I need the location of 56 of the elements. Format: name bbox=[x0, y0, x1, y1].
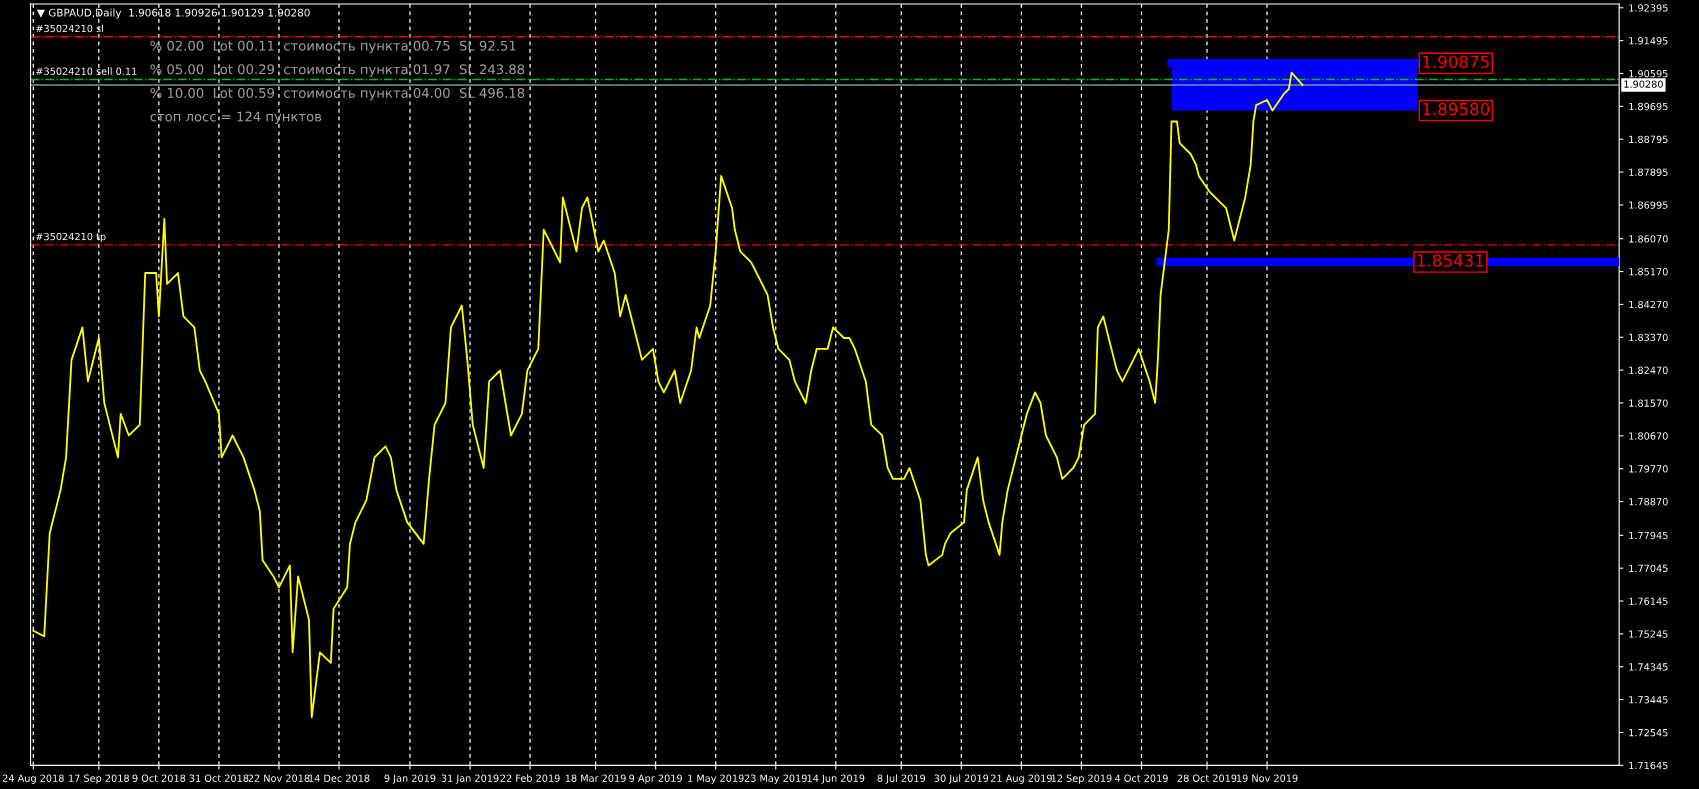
x-tick-label: 4 Oct 2019 bbox=[1115, 774, 1168, 782]
y-tick-label: 1.81570 bbox=[1629, 399, 1668, 407]
x-tick-label: 1 May 2019 bbox=[688, 774, 744, 784]
y-tick-label: 1.92395 bbox=[1629, 4, 1668, 12]
x-tick-label: 18 Mar 2019 bbox=[565, 774, 626, 782]
y-tick-label: 1.72545 bbox=[1629, 728, 1668, 737]
x-tick-label: 31 Oct 2018 bbox=[189, 774, 249, 782]
y-tick-label: 1.88795 bbox=[1629, 135, 1668, 144]
y-tick-label: 1.86070 bbox=[1629, 235, 1668, 243]
x-tick-label: 22 Nov 2018 bbox=[248, 774, 310, 782]
x-tick-label: 30 Jul 2019 bbox=[934, 774, 989, 784]
y-tick-label: 1.84270 bbox=[1629, 300, 1668, 309]
x-tick-label: 31 Jan 2019 bbox=[441, 774, 499, 784]
x-tick-label: 8 Jul 2019 bbox=[877, 774, 926, 784]
x-tick-label: 24 Aug 2018 bbox=[2, 774, 64, 784]
x-tick-label: 23 May 2019 bbox=[744, 774, 807, 784]
y-tick-label: 1.73445 bbox=[1629, 696, 1668, 704]
ref-line-label: #35024210 tp bbox=[36, 232, 106, 243]
x-tick-label: 19 Nov 2019 bbox=[1236, 774, 1298, 782]
x-tick-label: 12 Sep 2019 bbox=[1051, 774, 1112, 784]
ref-line-label: #35024210 sell 0.11 bbox=[36, 67, 137, 75]
y-tick-label: 1.75245 bbox=[1629, 630, 1668, 638]
y-tick-label: 1.82470 bbox=[1629, 366, 1668, 374]
y-tick-label: 1.77045 bbox=[1629, 564, 1668, 573]
y-tick-label: 1.71645 bbox=[1629, 761, 1668, 770]
annotation: % 02.00 Lot 00.11 стоимость пункта 00.75 SL 92.51 bbox=[150, 40, 516, 54]
x-tick-label: 14 Dec 2018 bbox=[309, 774, 370, 782]
y-tick-label: 1.80670 bbox=[1629, 432, 1668, 440]
annotation: 1.85431 bbox=[1417, 254, 1484, 267]
annotation: % 10.00 Lot 00.59 стоимость пункта 04.00 SL 496.18 bbox=[150, 87, 525, 101]
annotation: % 05.00 Lot 00.29 стоимость пункта 01.97 SL 243.88 bbox=[150, 64, 525, 77]
x-tick-label: 14 Jun 2019 bbox=[807, 774, 865, 784]
x-tick-label: 9 Oct 2018 bbox=[132, 774, 186, 782]
y-tick-label: 1.76145 bbox=[1629, 597, 1668, 605]
annotation: 1.89580 bbox=[1423, 102, 1490, 116]
y-tick-label: 1.74345 bbox=[1629, 663, 1668, 671]
x-tick-label: 17 Sep 2018 bbox=[69, 774, 129, 784]
y-tick-label: 1.86995 bbox=[1629, 201, 1668, 209]
y-tick-label: 1.87895 bbox=[1629, 168, 1668, 176]
y-tick-label: 1.89695 bbox=[1629, 102, 1668, 111]
ref-line-label: 1.90280 bbox=[1624, 80, 1663, 88]
x-tick-label: 9 Apr 2019 bbox=[629, 774, 682, 784]
x-tick-label: 22 Feb 2019 bbox=[500, 774, 560, 782]
y-tick-label: 1.90595 bbox=[1629, 69, 1668, 78]
x-tick-label: 28 Oct 2019 bbox=[1177, 774, 1237, 782]
annotation: 1.90875 bbox=[1423, 55, 1489, 69]
ref-line-label: #35024210 sl bbox=[36, 24, 103, 33]
x-tick-label: 9 Jan 2019 bbox=[384, 774, 436, 784]
y-tick-label: 1.78870 bbox=[1629, 498, 1668, 506]
x-tick-label: 21 Aug 2019 bbox=[990, 774, 1052, 784]
y-tick-label: 1.91495 bbox=[1629, 37, 1668, 45]
y-tick-label: 1.77945 bbox=[1629, 531, 1668, 540]
chart-title: ▼ GBPAUD,Daily 1.90618 1.90926 1.90129 1.90280 bbox=[36, 8, 310, 19]
y-tick-label: 1.83370 bbox=[1629, 333, 1668, 342]
y-tick-label: 1.85170 bbox=[1629, 268, 1668, 276]
y-tick-label: 1.79770 bbox=[1629, 465, 1668, 473]
